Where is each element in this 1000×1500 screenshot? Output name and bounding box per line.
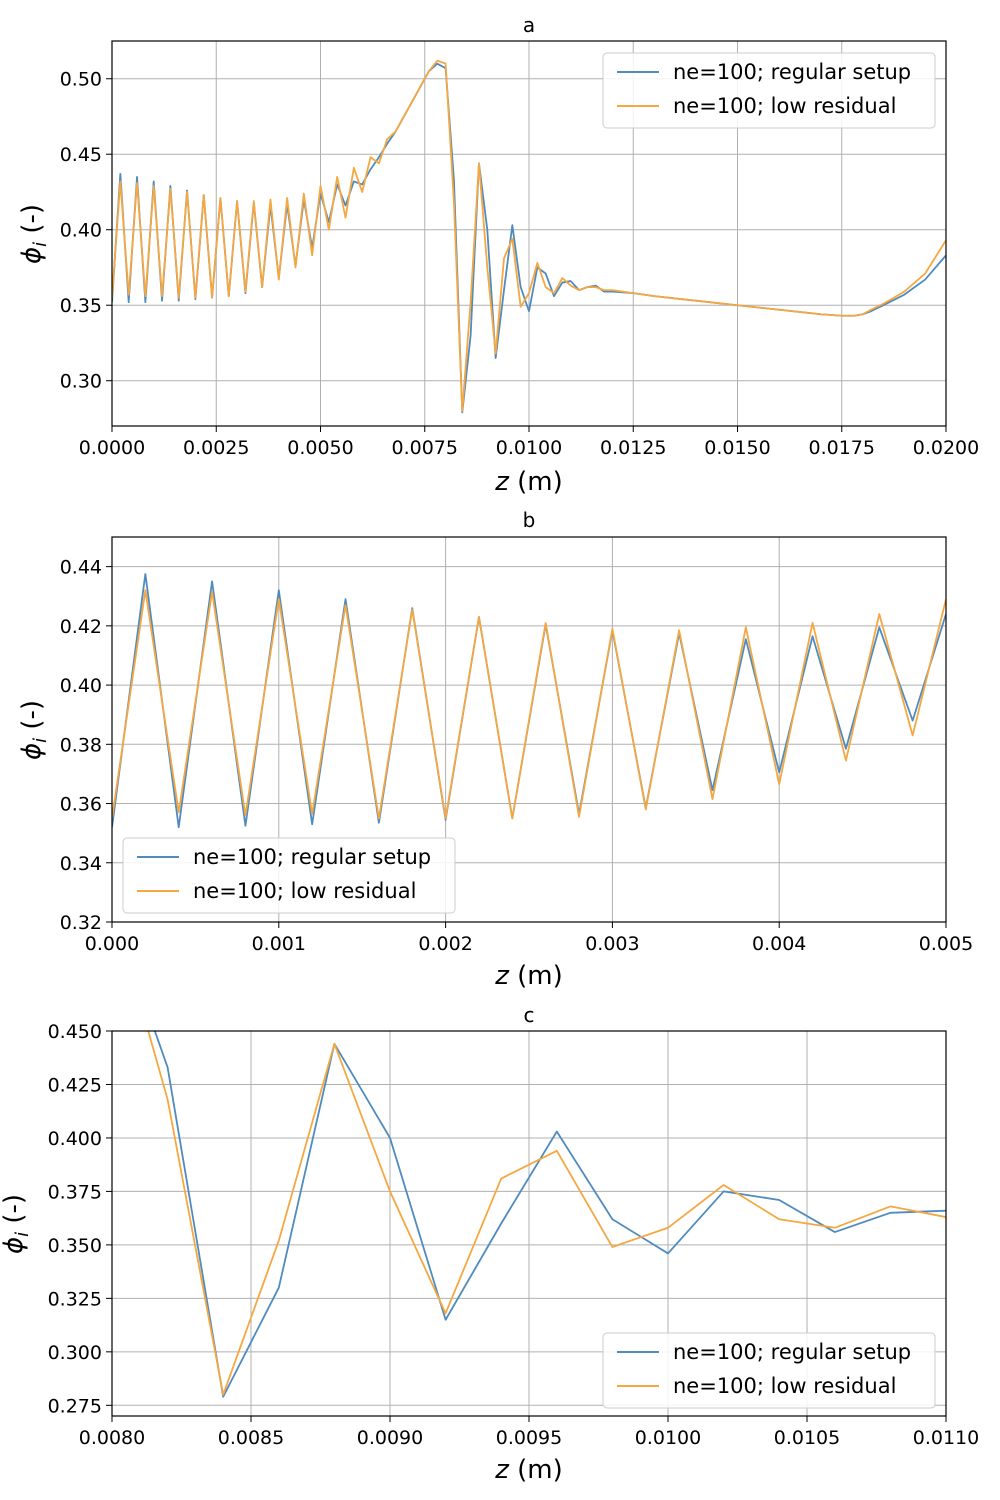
ticks: 0.0080 0.0085 0.0090 0.0095 0.0100 0.0105 0.01… (48, 1021, 980, 1449)
plot-area (112, 573, 946, 829)
y-tick-label: 0.32 (60, 912, 102, 934)
x-tick-label: 0.0000 (79, 437, 145, 459)
legend-label-low: ne=100; low residual (193, 879, 416, 903)
legend-box (602, 52, 936, 129)
y-tick-label: 0.400 (48, 1128, 102, 1150)
y-tick-label: 0.275 (48, 1395, 102, 1417)
panel-title: c (524, 1003, 535, 1027)
x-tick-label: 0.0105 (774, 1427, 840, 1449)
y-tick-label: 0.35 (60, 295, 102, 317)
x-tick-label: 0.0110 (913, 1427, 979, 1449)
series-line-regular-setup (153, 1031, 946, 1398)
x-axis-label-var: z (494, 467, 510, 497)
y-tick-label: 0.425 (48, 1074, 102, 1096)
x-tick-label: 0.002 (418, 933, 472, 955)
y-tick-label: 0.375 (48, 1181, 102, 1203)
y-axis-label-var: ϕ (17, 247, 47, 264)
y-tick-label: 0.34 (60, 853, 102, 875)
x-tick-label: 0.0100 (635, 1427, 701, 1449)
x-axis-label-var: z (494, 1455, 510, 1485)
series-line-regular-setup (112, 573, 946, 829)
legend-box (602, 1332, 936, 1409)
legend: ne=100; regular setup ne=100; low residu… (122, 837, 456, 914)
y-axis-label: ϕi (-) (17, 204, 51, 264)
series-line-low-residual (112, 59, 946, 412)
x-tick-label: 0.0075 (392, 437, 458, 459)
panel-title: a (523, 13, 535, 37)
y-axis-label: ϕi (-) (17, 700, 51, 760)
y-axis-label-unit: (-) (17, 204, 47, 242)
x-tick-label: 0.0125 (600, 437, 666, 459)
x-tick-label: 0.0100 (496, 437, 562, 459)
y-tick-label: 0.40 (60, 675, 102, 697)
panel-a: a 0.0000 0.0025 0.0050 0.0075 0.0100 0.0125 0.… (17, 13, 979, 497)
y-tick-label: 0.50 (60, 69, 102, 91)
panel-b: b 0.000 0.001 0.002 0.003 0.004 0.005 0.32 0.34… (17, 508, 973, 991)
y-tick-label: 0.40 (60, 220, 102, 242)
x-axis-label-unit: (m) (509, 1455, 563, 1485)
x-tick-label: 0.0200 (913, 437, 979, 459)
y-axis-label-unit: (-) (0, 1194, 29, 1232)
y-tick-label: 0.300 (48, 1342, 102, 1364)
x-tick-label: 0.005 (919, 933, 973, 955)
x-tick-label: 0.0090 (357, 1427, 423, 1449)
legend-label-regular: ne=100; regular setup (673, 60, 911, 84)
y-axis-label-var: ϕ (0, 1237, 29, 1254)
x-axis-label: z (m) (494, 961, 563, 991)
x-tick-label: 0.0175 (809, 437, 875, 459)
y-tick-label: 0.38 (60, 734, 102, 756)
legend-label-low: ne=100; low residual (673, 94, 896, 118)
legend-label-regular: ne=100; regular setup (193, 845, 431, 869)
y-axis-label: ϕi (-) (0, 1194, 33, 1254)
y-axis-label-var: ϕ (17, 743, 47, 760)
series-line-low-residual (147, 1031, 946, 1396)
x-tick-label: 0.003 (585, 933, 639, 955)
x-tick-label: 0.0025 (183, 437, 249, 459)
x-axis-label-var: z (494, 961, 510, 991)
x-axis-label-unit: (m) (509, 961, 563, 991)
axes-frame (111, 536, 947, 923)
legend: ne=100; regular setup ne=100; low residu… (602, 1332, 936, 1409)
legend-label-low: ne=100; low residual (673, 1374, 896, 1398)
x-tick-label: 0.0085 (218, 1427, 284, 1449)
x-axis-label: z (m) (494, 467, 563, 497)
x-tick-label: 0.0095 (496, 1427, 562, 1449)
ticks: 0.000 0.001 0.002 0.003 0.004 0.005 0.32 0.34 0.… (60, 557, 974, 955)
panel-c: c 0.0080 0.0085 0.0090 0.0095 0.0100 0.0105 0.… (0, 1003, 980, 1485)
plot-area (147, 1031, 946, 1398)
plot-area (112, 59, 946, 414)
y-tick-label: 0.325 (48, 1288, 102, 1310)
y-axis-label-sub: i (12, 1232, 33, 1237)
y-tick-label: 0.45 (60, 144, 102, 166)
legend: ne=100; regular setup ne=100; low residu… (602, 52, 936, 129)
y-tick-label: 0.30 (60, 371, 102, 393)
ticks: 0.0000 0.0025 0.0050 0.0075 0.0100 0.0125 0.01… (60, 69, 980, 459)
y-tick-label: 0.42 (60, 616, 102, 638)
series-line-low-residual (112, 589, 946, 820)
legend-box (122, 837, 456, 914)
y-tick-label: 0.450 (48, 1021, 102, 1043)
y-tick-label: 0.350 (48, 1235, 102, 1257)
x-axis-label-unit: (m) (509, 467, 563, 497)
x-axis-label: z (m) (494, 1455, 563, 1485)
y-axis-label-sub: i (30, 738, 51, 743)
y-tick-label: 0.36 (60, 794, 102, 816)
y-axis-label-unit: (-) (17, 700, 47, 738)
x-tick-label: 0.000 (85, 933, 139, 955)
y-tick-label: 0.44 (60, 557, 102, 579)
panel-title: b (523, 508, 536, 532)
y-axis-label-sub: i (30, 242, 51, 247)
x-tick-label: 0.0150 (704, 437, 770, 459)
x-tick-label: 0.0050 (287, 437, 353, 459)
x-tick-label: 0.001 (252, 933, 306, 955)
legend-label-regular: ne=100; regular setup (673, 1340, 911, 1364)
x-tick-label: 0.0080 (79, 1427, 145, 1449)
x-tick-label: 0.004 (752, 933, 806, 955)
